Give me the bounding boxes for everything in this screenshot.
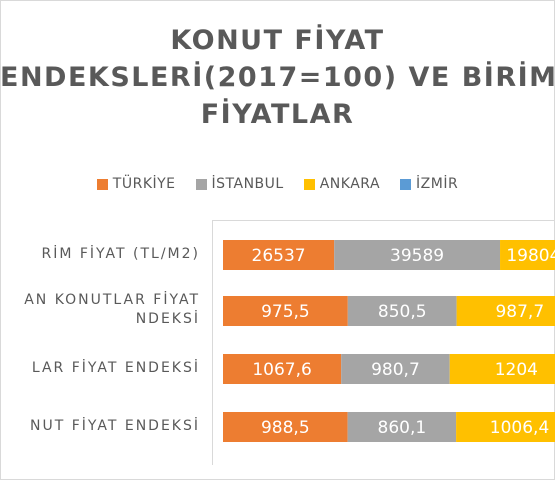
bar-1-0 xyxy=(223,296,348,326)
category-label-3-line-0: NUT FİYAT ENDEKSİ xyxy=(29,417,200,434)
bar-3-2 xyxy=(456,412,555,442)
bar-3-1 xyxy=(347,412,457,442)
legend-swatch-1 xyxy=(195,178,207,190)
category-label-0: RİM FİYAT (TL/M2) xyxy=(0,245,212,264)
bar-2-1 xyxy=(341,354,450,384)
data-label-3-0: 988,5 xyxy=(261,418,310,438)
legend-swatch-3 xyxy=(400,178,412,190)
chart-title-line-1: KONUT FİYAT xyxy=(170,25,385,56)
category-label-0-line-0: RİM FİYAT (TL/M2) xyxy=(41,245,200,262)
category-label-2-line-0: LAR FİYAT ENDEKSİ xyxy=(31,359,200,376)
legend-item-1: İSTANBUL xyxy=(195,176,284,192)
bar-3-0 xyxy=(223,412,348,442)
bar-1-2 xyxy=(456,296,555,326)
legend-label-2: ANKARA xyxy=(319,176,381,192)
bar-0-1 xyxy=(334,240,501,270)
data-label-1-1: 850,5 xyxy=(378,302,427,322)
data-label-3-1: 860,1 xyxy=(378,418,427,438)
legend-item-3: İZMİR xyxy=(400,176,458,192)
chart-title-line-3: FİYATLAR xyxy=(200,99,355,130)
category-label-2: LAR FİYAT ENDEKSİ xyxy=(0,359,212,378)
legend-label-0: TÜRKİYE xyxy=(112,176,176,192)
data-label-3-2: 1006,4 xyxy=(490,418,549,438)
data-label-2-2: 1204 xyxy=(495,360,538,380)
chart-title: KONUT FİYAT ENDEKSLERİ(2017=100) VE BİRİ… xyxy=(0,22,555,133)
data-label-2-0: 1067,6 xyxy=(252,360,311,380)
data-label-2-1: 980,7 xyxy=(371,360,420,380)
legend-label-3: İZMİR xyxy=(416,176,459,192)
category-label-1-line-1: NDEKSİ xyxy=(135,311,200,327)
plot-area: 26537 39589 19804,4 975,5 850,5 987,7 1067,6 98… xyxy=(212,220,555,465)
data-label-0-0: 26537 xyxy=(252,246,306,266)
bar-0-0 xyxy=(223,240,335,270)
legend-item-2: ANKARA xyxy=(303,176,381,192)
bar-2-2 xyxy=(449,354,555,384)
category-label-1-line-0: AN KONUTLAR FİYAT xyxy=(24,292,200,308)
legend-item-0: TÜRKİYE xyxy=(96,176,176,192)
bar-1-1 xyxy=(347,296,457,326)
bar-2-0 xyxy=(223,354,342,384)
chart-legend: TÜRKİYE İSTANBUL ANKARA İZMİR xyxy=(0,174,555,194)
bar-0-2 xyxy=(500,240,555,270)
legend-label-1: İSTANBUL xyxy=(211,176,284,192)
chart-title-line-2: ENDEKSLERİ(2017=100) VE BİRİM xyxy=(0,62,555,93)
bars-svg: 26537 39589 19804,4 975,5 850,5 987,7 1067,6 98… xyxy=(223,240,555,442)
data-label-0-1: 39589 xyxy=(390,246,444,266)
category-label-1: AN KONUTLAR FİYAT NDEKSİ xyxy=(0,291,212,329)
data-label-1-2: 987,7 xyxy=(495,302,544,322)
legend-swatch-0 xyxy=(96,178,108,190)
data-label-1-0: 975,5 xyxy=(261,302,310,322)
legend-swatch-2 xyxy=(303,178,315,190)
data-label-0-2: 19804,4 xyxy=(506,246,555,266)
category-label-3: NUT FİYAT ENDEKSİ xyxy=(0,417,212,436)
